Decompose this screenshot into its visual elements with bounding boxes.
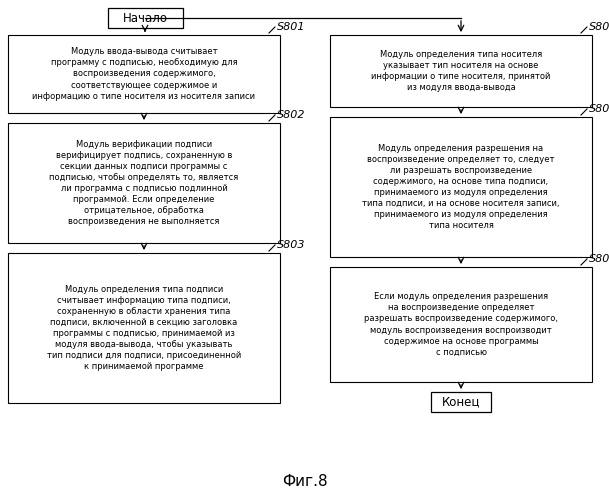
- Bar: [330, 267, 592, 382]
- Text: S806: S806: [589, 254, 609, 264]
- Text: Модуль верификации подписи
верифицирует подпись, сохраненную в
секции данных под: Модуль верификации подписи верифицирует …: [49, 140, 239, 226]
- Bar: [330, 117, 592, 257]
- Bar: [108, 8, 183, 28]
- Bar: [8, 123, 280, 243]
- Text: S805: S805: [589, 104, 609, 114]
- Bar: [431, 392, 491, 412]
- Text: Модуль определения типа носителя
указывает тип носителя на основе
информации о т: Модуль определения типа носителя указыва…: [371, 50, 551, 92]
- Text: Модуль определения типа подписи
считывает информацию типа подписи,
сохраненную в: Модуль определения типа подписи считывае…: [47, 284, 241, 372]
- Text: S802: S802: [277, 110, 306, 120]
- Bar: [8, 35, 280, 113]
- Text: Начало: Начало: [122, 12, 167, 24]
- Bar: [8, 253, 280, 403]
- Text: Конец: Конец: [442, 396, 480, 408]
- Text: S803: S803: [277, 240, 306, 250]
- Text: Если модуль определения разрешения
на воспроизведение определяет
разрешать воспр: Если модуль определения разрешения на во…: [364, 292, 558, 357]
- Text: Модуль ввода-вывода считывает
программу с подписью, необходимую для
воспроизведе: Модуль ввода-вывода считывает программу …: [32, 48, 256, 100]
- Text: S801: S801: [277, 22, 306, 32]
- Bar: [330, 35, 592, 107]
- Text: Фиг.8: Фиг.8: [282, 474, 327, 490]
- Text: Модуль определения разрешения на
воспроизведение определяет то, следует
ли разре: Модуль определения разрешения на воспрои…: [362, 144, 560, 231]
- Text: S804: S804: [589, 22, 609, 32]
